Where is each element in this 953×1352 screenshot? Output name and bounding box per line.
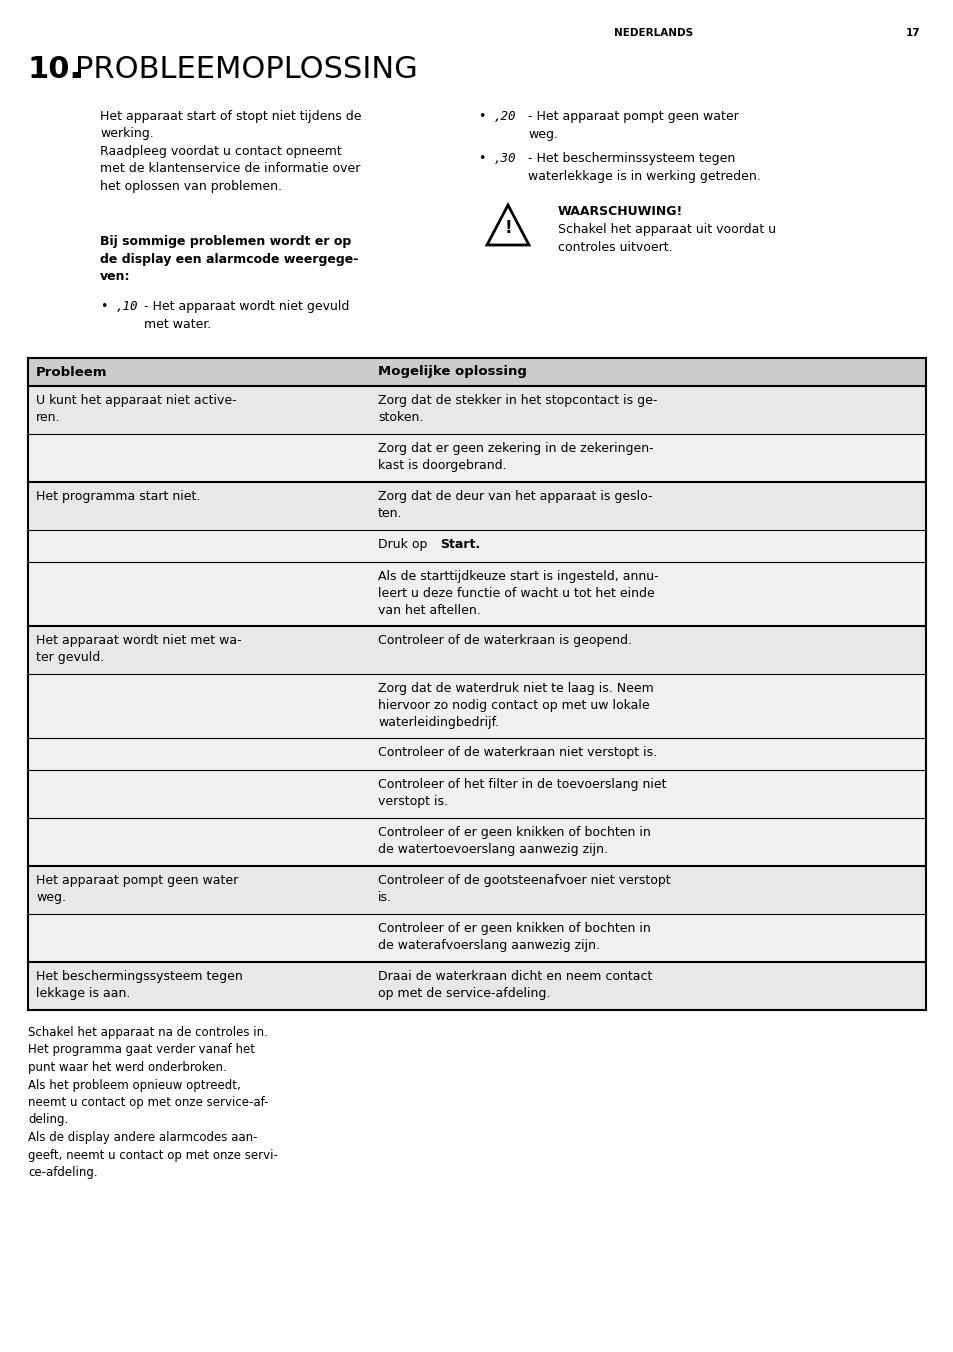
Text: !: ! (503, 219, 511, 237)
Text: Zorg dat er geen zekering in de zekeringen-
kast is doorgebrand.: Zorg dat er geen zekering in de zekering… (377, 442, 653, 472)
Text: 10.: 10. (28, 55, 82, 84)
Bar (28, 483, 925, 530)
Text: Controleer of de waterkraan niet verstopt is.: Controleer of de waterkraan niet verstop… (377, 746, 657, 758)
Text: controles uitvoert.: controles uitvoert. (558, 241, 672, 254)
Text: ,20: ,20 (494, 110, 516, 123)
Bar (28, 358, 925, 387)
Text: Zorg dat de waterdruk niet te laag is. Neem
hiervoor zo nodig contact op met uw : Zorg dat de waterdruk niet te laag is. N… (377, 681, 653, 729)
Bar (28, 434, 925, 483)
Text: Schakel het apparaat uit voordat u: Schakel het apparaat uit voordat u (558, 223, 776, 237)
Text: Schakel het apparaat na de controles in.
Het programma gaat verder vanaf het
pun: Schakel het apparaat na de controles in.… (28, 1026, 277, 1179)
Text: Probleem: Probleem (36, 365, 108, 379)
Text: •: • (477, 110, 485, 123)
Text: Controleer of de gootsteenafvoer niet verstopt
is.: Controleer of de gootsteenafvoer niet ve… (377, 873, 670, 904)
Bar (28, 867, 925, 914)
Text: Zorg dat de stekker in het stopcontact is ge-
stoken.: Zorg dat de stekker in het stopcontact i… (377, 393, 657, 425)
Text: Het programma start niet.: Het programma start niet. (36, 489, 200, 503)
Text: NEDERLANDS: NEDERLANDS (614, 28, 693, 38)
Bar (28, 771, 925, 818)
Text: Start.: Start. (439, 538, 479, 552)
Text: •: • (477, 151, 485, 165)
Text: •: • (100, 300, 108, 314)
Text: Het apparaat pompt geen water
weg.: Het apparaat pompt geen water weg. (36, 873, 238, 904)
Bar (28, 626, 925, 675)
Bar (28, 530, 925, 562)
Text: Het beschermingssysteem tegen
lekkage is aan.: Het beschermingssysteem tegen lekkage is… (36, 969, 242, 1000)
Bar (28, 914, 925, 963)
Text: WAARSCHUWING!: WAARSCHUWING! (558, 206, 682, 218)
Bar (28, 818, 925, 867)
Text: Controleer of er geen knikken of bochten in
de waterafvoerslang aanwezig zijn.: Controleer of er geen knikken of bochten… (377, 922, 650, 952)
Text: Het apparaat wordt niet met wa-
ter gevuld.: Het apparaat wordt niet met wa- ter gevu… (36, 634, 241, 664)
Text: U kunt het apparaat niet active-
ren.: U kunt het apparaat niet active- ren. (36, 393, 236, 425)
Text: Draai de waterkraan dicht en neem contact
op met de service-afdeling.: Draai de waterkraan dicht en neem contac… (377, 969, 652, 1000)
Text: Controleer of de waterkraan is geopend.: Controleer of de waterkraan is geopend. (377, 634, 631, 648)
Text: - Het bescherminssysteem tegen: - Het bescherminssysteem tegen (527, 151, 735, 165)
Bar (28, 675, 925, 738)
Text: Zorg dat de deur van het apparaat is geslo-
ten.: Zorg dat de deur van het apparaat is ges… (377, 489, 652, 521)
Text: waterlekkage is in werking getreden.: waterlekkage is in werking getreden. (527, 170, 760, 183)
Bar (28, 963, 925, 1010)
Text: PROBLEEMOPLOSSING: PROBLEEMOPLOSSING (75, 55, 417, 84)
Bar (28, 562, 925, 626)
Text: - Het apparaat pompt geen water: - Het apparaat pompt geen water (527, 110, 738, 123)
Text: ,10: ,10 (116, 300, 138, 314)
Text: Druk op: Druk op (377, 538, 431, 552)
Text: met water.: met water. (144, 318, 212, 331)
Bar (28, 387, 925, 434)
Bar (28, 738, 925, 771)
Text: weg.: weg. (527, 128, 558, 141)
Text: Controleer of het filter in de toevoerslang niet
verstopt is.: Controleer of het filter in de toevoersl… (377, 777, 666, 808)
Text: Controleer of er geen knikken of bochten in
de watertoevoerslang aanwezig zijn.: Controleer of er geen knikken of bochten… (377, 826, 650, 856)
Text: 17: 17 (904, 28, 919, 38)
Text: Bij sommige problemen wordt er op
de display een alarmcode weergege-
ven:: Bij sommige problemen wordt er op de dis… (100, 235, 358, 283)
Text: - Het apparaat wordt niet gevuld: - Het apparaat wordt niet gevuld (144, 300, 349, 314)
Text: Het apparaat start of stopt niet tijdens de
werking.
Raadpleeg voordat u contact: Het apparaat start of stopt niet tijdens… (100, 110, 361, 193)
Text: Mogelijke oplossing: Mogelijke oplossing (377, 365, 526, 379)
Text: Als de starttijdkeuze start is ingesteld, annu-
leert u deze functie of wacht u : Als de starttijdkeuze start is ingesteld… (377, 571, 658, 617)
Text: ,30: ,30 (494, 151, 516, 165)
